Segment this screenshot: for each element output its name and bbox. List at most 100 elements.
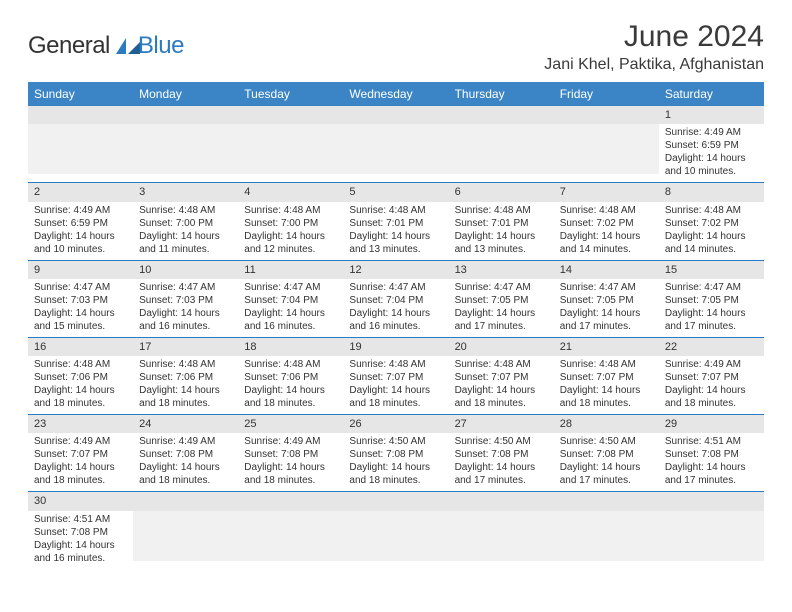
day-line-d2: and 15 minutes. — [34, 320, 127, 333]
day-number: 15 — [659, 261, 764, 279]
day-number-empty — [133, 106, 238, 124]
calendar-cell — [554, 106, 659, 183]
calendar-cell: 1Sunrise: 4:49 AMSunset: 6:59 PMDaylight… — [659, 106, 764, 183]
calendar-cell: 15Sunrise: 4:47 AMSunset: 7:05 PMDayligh… — [659, 260, 764, 337]
day-line-d2: and 17 minutes. — [455, 474, 548, 487]
calendar-cell — [133, 492, 238, 569]
calendar-cell: 23Sunrise: 4:49 AMSunset: 7:07 PMDayligh… — [28, 415, 133, 492]
day-line-d2: and 12 minutes. — [244, 243, 337, 256]
day-number: 2 — [28, 183, 133, 201]
day-line-sr: Sunrise: 4:49 AM — [34, 435, 127, 448]
weekday-header: Saturday — [659, 82, 764, 106]
day-line-d1: Daylight: 14 hours — [665, 461, 758, 474]
day-line-sr: Sunrise: 4:50 AM — [455, 435, 548, 448]
day-line-d1: Daylight: 14 hours — [455, 307, 548, 320]
brand-logo: General Blue — [28, 32, 184, 60]
day-body-empty — [554, 124, 659, 174]
day-body: Sunrise: 4:51 AMSunset: 7:08 PMDaylight:… — [28, 511, 133, 569]
day-body-empty — [449, 511, 554, 561]
day-line-d2: and 17 minutes. — [665, 474, 758, 487]
day-number: 26 — [343, 415, 448, 433]
day-line-sr: Sunrise: 4:47 AM — [139, 281, 232, 294]
day-line-ss: Sunset: 7:08 PM — [560, 448, 653, 461]
calendar-cell: 17Sunrise: 4:48 AMSunset: 7:06 PMDayligh… — [133, 337, 238, 414]
calendar-cell — [28, 106, 133, 183]
day-line-d2: and 16 minutes. — [244, 320, 337, 333]
day-line-sr: Sunrise: 4:48 AM — [139, 204, 232, 217]
day-body: Sunrise: 4:48 AMSunset: 7:07 PMDaylight:… — [554, 356, 659, 414]
day-line-ss: Sunset: 7:04 PM — [244, 294, 337, 307]
day-body: Sunrise: 4:47 AMSunset: 7:04 PMDaylight:… — [343, 279, 448, 337]
day-line-sr: Sunrise: 4:47 AM — [560, 281, 653, 294]
day-line-ss: Sunset: 7:08 PM — [34, 526, 127, 539]
day-number: 29 — [659, 415, 764, 433]
day-line-d1: Daylight: 14 hours — [560, 307, 653, 320]
day-line-d2: and 18 minutes. — [34, 474, 127, 487]
calendar-cell: 9Sunrise: 4:47 AMSunset: 7:03 PMDaylight… — [28, 260, 133, 337]
day-line-ss: Sunset: 7:05 PM — [560, 294, 653, 307]
day-body: Sunrise: 4:48 AMSunset: 7:07 PMDaylight:… — [449, 356, 554, 414]
day-line-sr: Sunrise: 4:48 AM — [244, 358, 337, 371]
day-body: Sunrise: 4:48 AMSunset: 7:00 PMDaylight:… — [238, 202, 343, 260]
day-number-empty — [133, 492, 238, 510]
day-line-sr: Sunrise: 4:48 AM — [455, 204, 548, 217]
calendar-cell: 8Sunrise: 4:48 AMSunset: 7:02 PMDaylight… — [659, 183, 764, 260]
calendar-cell: 18Sunrise: 4:48 AMSunset: 7:06 PMDayligh… — [238, 337, 343, 414]
day-body: Sunrise: 4:49 AMSunset: 6:59 PMDaylight:… — [28, 202, 133, 260]
day-number: 7 — [554, 183, 659, 201]
day-line-ss: Sunset: 7:07 PM — [349, 371, 442, 384]
day-line-d2: and 14 minutes. — [665, 243, 758, 256]
day-line-d1: Daylight: 14 hours — [455, 384, 548, 397]
day-body: Sunrise: 4:47 AMSunset: 7:05 PMDaylight:… — [449, 279, 554, 337]
day-body-empty — [238, 511, 343, 561]
calendar-cell: 26Sunrise: 4:50 AMSunset: 7:08 PMDayligh… — [343, 415, 448, 492]
day-line-ss: Sunset: 7:02 PM — [665, 217, 758, 230]
day-number-empty — [449, 106, 554, 124]
day-line-d2: and 17 minutes. — [455, 320, 548, 333]
day-line-ss: Sunset: 7:01 PM — [349, 217, 442, 230]
day-body: Sunrise: 4:48 AMSunset: 7:00 PMDaylight:… — [133, 202, 238, 260]
day-line-d1: Daylight: 14 hours — [349, 384, 442, 397]
day-line-sr: Sunrise: 4:48 AM — [349, 358, 442, 371]
day-body: Sunrise: 4:48 AMSunset: 7:06 PMDaylight:… — [238, 356, 343, 414]
day-number-empty — [238, 106, 343, 124]
day-line-d1: Daylight: 14 hours — [349, 307, 442, 320]
day-line-sr: Sunrise: 4:49 AM — [665, 126, 758, 139]
calendar-cell: 29Sunrise: 4:51 AMSunset: 7:08 PMDayligh… — [659, 415, 764, 492]
weekday-header: Sunday — [28, 82, 133, 106]
calendar-week-row: 9Sunrise: 4:47 AMSunset: 7:03 PMDaylight… — [28, 260, 764, 337]
day-body: Sunrise: 4:48 AMSunset: 7:06 PMDaylight:… — [133, 356, 238, 414]
day-body: Sunrise: 4:47 AMSunset: 7:04 PMDaylight:… — [238, 279, 343, 337]
day-line-ss: Sunset: 7:08 PM — [455, 448, 548, 461]
day-body: Sunrise: 4:49 AMSunset: 7:07 PMDaylight:… — [659, 356, 764, 414]
day-line-sr: Sunrise: 4:48 AM — [560, 358, 653, 371]
month-title: June 2024 — [544, 20, 764, 54]
calendar-cell — [343, 492, 448, 569]
calendar-cell: 27Sunrise: 4:50 AMSunset: 7:08 PMDayligh… — [449, 415, 554, 492]
day-number: 22 — [659, 338, 764, 356]
day-line-d1: Daylight: 14 hours — [34, 230, 127, 243]
day-line-sr: Sunrise: 4:48 AM — [34, 358, 127, 371]
calendar-body: 1Sunrise: 4:49 AMSunset: 6:59 PMDaylight… — [28, 106, 764, 569]
day-line-d2: and 16 minutes. — [349, 320, 442, 333]
day-body: Sunrise: 4:49 AMSunset: 6:59 PMDaylight:… — [659, 124, 764, 182]
day-number-empty — [28, 106, 133, 124]
day-line-ss: Sunset: 7:05 PM — [665, 294, 758, 307]
day-body-empty — [343, 511, 448, 561]
day-number: 20 — [449, 338, 554, 356]
day-body: Sunrise: 4:50 AMSunset: 7:08 PMDaylight:… — [554, 433, 659, 491]
day-line-d2: and 13 minutes. — [349, 243, 442, 256]
day-number: 13 — [449, 261, 554, 279]
calendar-cell — [449, 492, 554, 569]
day-line-d1: Daylight: 14 hours — [349, 230, 442, 243]
calendar-cell: 12Sunrise: 4:47 AMSunset: 7:04 PMDayligh… — [343, 260, 448, 337]
day-body: Sunrise: 4:48 AMSunset: 7:07 PMDaylight:… — [343, 356, 448, 414]
day-line-d2: and 17 minutes. — [560, 320, 653, 333]
day-number: 8 — [659, 183, 764, 201]
day-body: Sunrise: 4:49 AMSunset: 7:07 PMDaylight:… — [28, 433, 133, 491]
day-number-empty — [554, 106, 659, 124]
day-line-sr: Sunrise: 4:50 AM — [349, 435, 442, 448]
day-body: Sunrise: 4:48 AMSunset: 7:02 PMDaylight:… — [659, 202, 764, 260]
day-line-d2: and 17 minutes. — [665, 320, 758, 333]
calendar-week-row: 16Sunrise: 4:48 AMSunset: 7:06 PMDayligh… — [28, 337, 764, 414]
